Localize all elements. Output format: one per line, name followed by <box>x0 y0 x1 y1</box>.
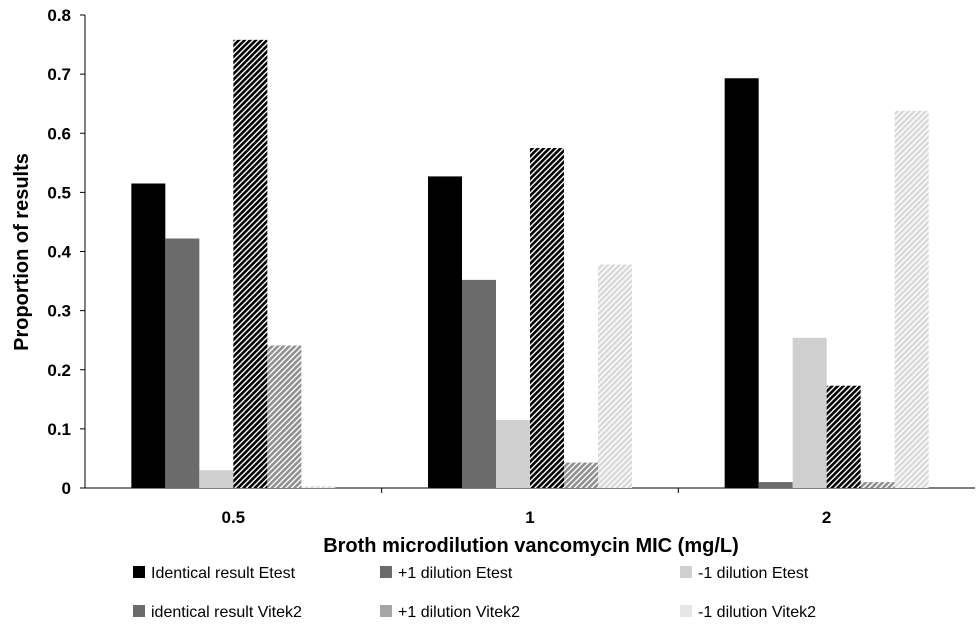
bar <box>860 482 895 488</box>
x-tick-label: 2 <box>822 508 831 527</box>
bar <box>496 420 530 488</box>
x-axis-title: Broth microdilution vancomycin MIC (mg/L… <box>323 535 739 557</box>
x-axis-ticks: 0.5 1 2 <box>222 488 831 527</box>
bar <box>724 78 759 489</box>
legend-label: -1 dilution Vitek2 <box>698 604 816 621</box>
bar <box>530 148 564 488</box>
y-tick-label: 0.7 <box>47 65 71 84</box>
bar <box>792 337 827 488</box>
legend-swatch <box>680 566 692 578</box>
bar <box>267 345 302 488</box>
y-tick-label: 0.5 <box>47 183 71 202</box>
bars <box>131 39 929 489</box>
legend-label: +1 dilution Vitek2 <box>398 604 520 621</box>
y-axis-title: Proportion of results <box>11 153 33 351</box>
bar <box>165 238 200 488</box>
bar <box>826 385 861 488</box>
legend-label: +1 dilution Etest <box>398 565 513 582</box>
bar <box>564 462 598 488</box>
bar <box>598 264 632 488</box>
bar <box>233 39 268 489</box>
legend-label: Identical result Etest <box>151 565 296 582</box>
bar <box>758 482 793 488</box>
legend-swatch <box>380 566 392 578</box>
bar <box>462 279 496 488</box>
legend: Identical result Etest +1 dilution Etest -… <box>133 565 816 621</box>
bar <box>894 110 929 488</box>
x-tick-label: 0.5 <box>222 508 246 527</box>
y-tick-label: 0.6 <box>47 124 71 143</box>
y-tick-label: 0.4 <box>47 243 71 262</box>
y-tick-label: 0 <box>62 479 71 498</box>
bar <box>131 183 166 488</box>
bar <box>199 470 234 488</box>
y-axis-ticks: 0 0.1 0.2 0.3 0.4 0.5 0.6 0.7 0.8 <box>47 6 85 498</box>
bar <box>428 176 462 488</box>
x-tick-label: 1 <box>525 508 534 527</box>
legend-label: identical result Vitek2 <box>151 604 302 621</box>
y-tick-label: 0.1 <box>47 420 71 439</box>
legend-swatch <box>133 605 145 617</box>
legend-swatch <box>133 566 145 578</box>
legend-swatch <box>380 605 392 617</box>
bar <box>301 486 336 488</box>
y-tick-label: 0.3 <box>47 302 71 321</box>
y-tick-label: 0.8 <box>47 6 71 25</box>
y-tick-label: 0.2 <box>47 361 71 380</box>
legend-swatch <box>680 605 692 617</box>
legend-label: -1 dilution Etest <box>698 565 809 582</box>
